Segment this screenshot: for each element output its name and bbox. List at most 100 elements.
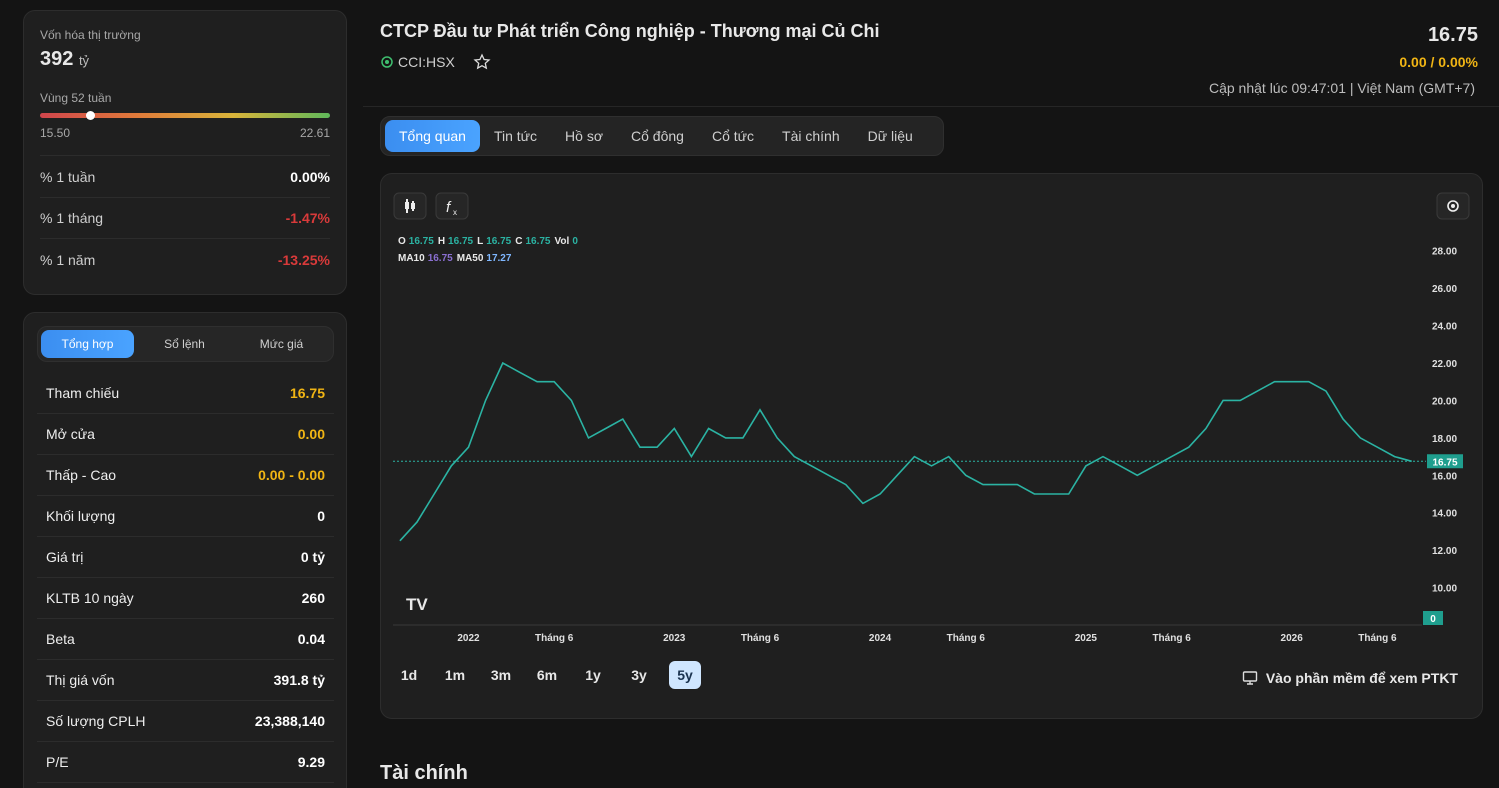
nav-tab[interactable]: Cổ tức <box>711 128 755 144</box>
nav-tab[interactable]: Hồ sơ <box>565 128 604 144</box>
price-change: 0.00 / 0.00% <box>1399 54 1478 70</box>
x-tick-label: 2022 <box>457 633 480 644</box>
nav-tab[interactable]: Dữ liệu <box>867 128 913 144</box>
legend-row: MA10 16.75 MA50 17.27 <box>398 253 512 264</box>
software-link-text: Vào phần mềm để xem PTKT <box>1265 670 1458 686</box>
stats-row: Beta 0.04 <box>37 619 334 660</box>
y-tick-label: 26.00 <box>1432 284 1457 295</box>
stats-value: 0 tỷ <box>300 549 325 565</box>
stats-tab[interactable]: Tổng hợp <box>41 330 134 358</box>
stats-label: Mở cửa <box>46 426 95 442</box>
range52-marker <box>86 111 96 120</box>
chart-card: f x TV O 16.75 H 16.75 L 16.75 C 16.75 Vol 0 MA10 1… <box>380 173 1483 719</box>
candle-button[interactable] <box>393 192 427 220</box>
x-tick-label: Tháng 6 <box>947 633 986 644</box>
change-label: % 1 tháng <box>40 210 104 226</box>
range-button[interactable]: 5y <box>669 661 701 689</box>
range-button[interactable]: 1y <box>585 667 601 683</box>
legend-value: 16.75 <box>525 236 550 247</box>
range-button[interactable]: 1m <box>444 667 466 683</box>
monitor-icon <box>1242 671 1258 685</box>
range-button[interactable]: 3y <box>631 667 647 683</box>
range52-high: 22.61 <box>299 126 330 140</box>
stats-row: Thị giá vốn 391.8 tỷ <box>37 660 334 701</box>
legend-key: C <box>515 236 522 247</box>
ticker-row: CCI:HSX <box>380 53 491 71</box>
stats-label: Khối lượng <box>46 508 116 524</box>
change-row: % 1 tuần 0.00% <box>40 157 330 198</box>
legend-value: 16.75 <box>486 236 511 247</box>
divider <box>40 155 330 156</box>
legend-key: O <box>398 236 406 247</box>
x-tick-label: 2026 <box>1281 633 1304 644</box>
update-time: Cập nhật lúc 09:47:01 | Việt Nam (GMT+7) <box>1208 80 1475 96</box>
stats-row: Mở cửa 0.00 <box>37 414 334 455</box>
stats-row: Khối lượng 0 <box>37 496 334 537</box>
legend-value: 16.75 <box>428 253 453 264</box>
legend-value: 0 <box>572 236 578 247</box>
favorite-star[interactable] <box>473 53 491 71</box>
change-label: % 1 tuần <box>40 169 96 185</box>
stats-label: Beta <box>46 631 75 647</box>
range52-low: 15.50 <box>40 126 71 140</box>
nav-tab[interactable]: Tài chính <box>782 128 840 144</box>
range-button[interactable]: 1d <box>400 667 418 683</box>
status-icon <box>381 56 393 68</box>
change-value: -1.47% <box>285 210 330 226</box>
legend-value: 17.27 <box>486 253 511 264</box>
nav-tab[interactable]: Cổ đông <box>631 128 684 144</box>
last-volume-label: 0 <box>1430 614 1436 625</box>
change-value: 0.00% <box>290 169 330 185</box>
stats-row: P/E 9.29 <box>37 742 334 783</box>
stats-label: KLTB 10 ngày <box>46 590 134 606</box>
market-cap-unit: tỷ <box>78 53 90 68</box>
y-tick-label: 20.00 <box>1432 396 1457 407</box>
stats-label: Thấp - Cao <box>46 467 117 483</box>
legend-value: 16.75 <box>448 236 473 247</box>
tv-logo: TV <box>406 595 428 614</box>
stats-value: 260 <box>301 590 325 606</box>
last-price-box <box>1427 454 1463 469</box>
software-link[interactable]: Vào phần mềm để xem PTKT <box>1242 670 1458 686</box>
legend-key: MA10 <box>398 253 425 264</box>
y-tick-label: 28.00 <box>1432 247 1457 258</box>
change-value: -13.25% <box>277 251 330 268</box>
range-button[interactable]: 3m <box>490 667 512 683</box>
y-tick-label: 16.00 <box>1432 471 1457 482</box>
stats-value: 0.00 - 0.00 <box>258 467 325 483</box>
nav-tab[interactable]: Tổng quan <box>385 120 480 152</box>
stats-tab[interactable]: Sổ lệnh <box>164 337 205 351</box>
y-tick-label: 12.00 <box>1432 546 1457 557</box>
stats-label: Giá trị <box>46 549 84 565</box>
stats-value: 0 <box>317 508 325 524</box>
last-price-label: 16.75 <box>1432 457 1457 468</box>
stats-label: P/E <box>46 754 69 770</box>
ticker: CCI:HSX <box>398 54 455 70</box>
range-button[interactable]: 6m <box>536 667 558 683</box>
nav-tabs: Tổng quan Tin tức Hồ sơ Cổ đông Cổ tức Tài ch… <box>380 116 944 156</box>
range52-bar <box>40 111 330 120</box>
legend-row: O 16.75 H 16.75 L 16.75 C 16.75 Vol 0 <box>398 236 578 247</box>
stats-row: KLTB 10 ngày 260 <box>37 578 334 619</box>
stats-card: Tổng hợp Sổ lệnh Mức giá Tham chiếu 16.75 Mở… <box>23 312 347 788</box>
stats-label: Số lượng CPLH <box>46 713 146 729</box>
section-title: Tài chính <box>380 762 468 784</box>
current-price: 16.75 <box>1427 24 1478 46</box>
stats-value: 0.04 <box>297 631 325 647</box>
y-tick-label: 18.00 <box>1432 434 1457 445</box>
nav-tab[interactable]: Tin tức <box>493 128 538 144</box>
company-title: CTCP Đầu tư Phát triển Công nghiệp - Thư… <box>380 21 880 41</box>
change-row: % 1 tháng -1.47% <box>40 198 330 239</box>
y-tick-label: 24.00 <box>1432 322 1457 333</box>
stats-row: Giá trị 0 tỷ <box>37 537 334 578</box>
range52-label: Vùng 52 tuần <box>40 91 112 105</box>
x-tick-label: 2024 <box>869 633 892 644</box>
indicator-button[interactable] <box>435 192 469 220</box>
stats-value: 16.75 <box>289 385 325 401</box>
stats-tab[interactable]: Mức giá <box>259 337 304 351</box>
x-tick-label: 2023 <box>663 633 686 644</box>
overview-card: Vốn hóa thị trường 392 tỷ Vùng 52 tuần 1… <box>23 10 347 295</box>
